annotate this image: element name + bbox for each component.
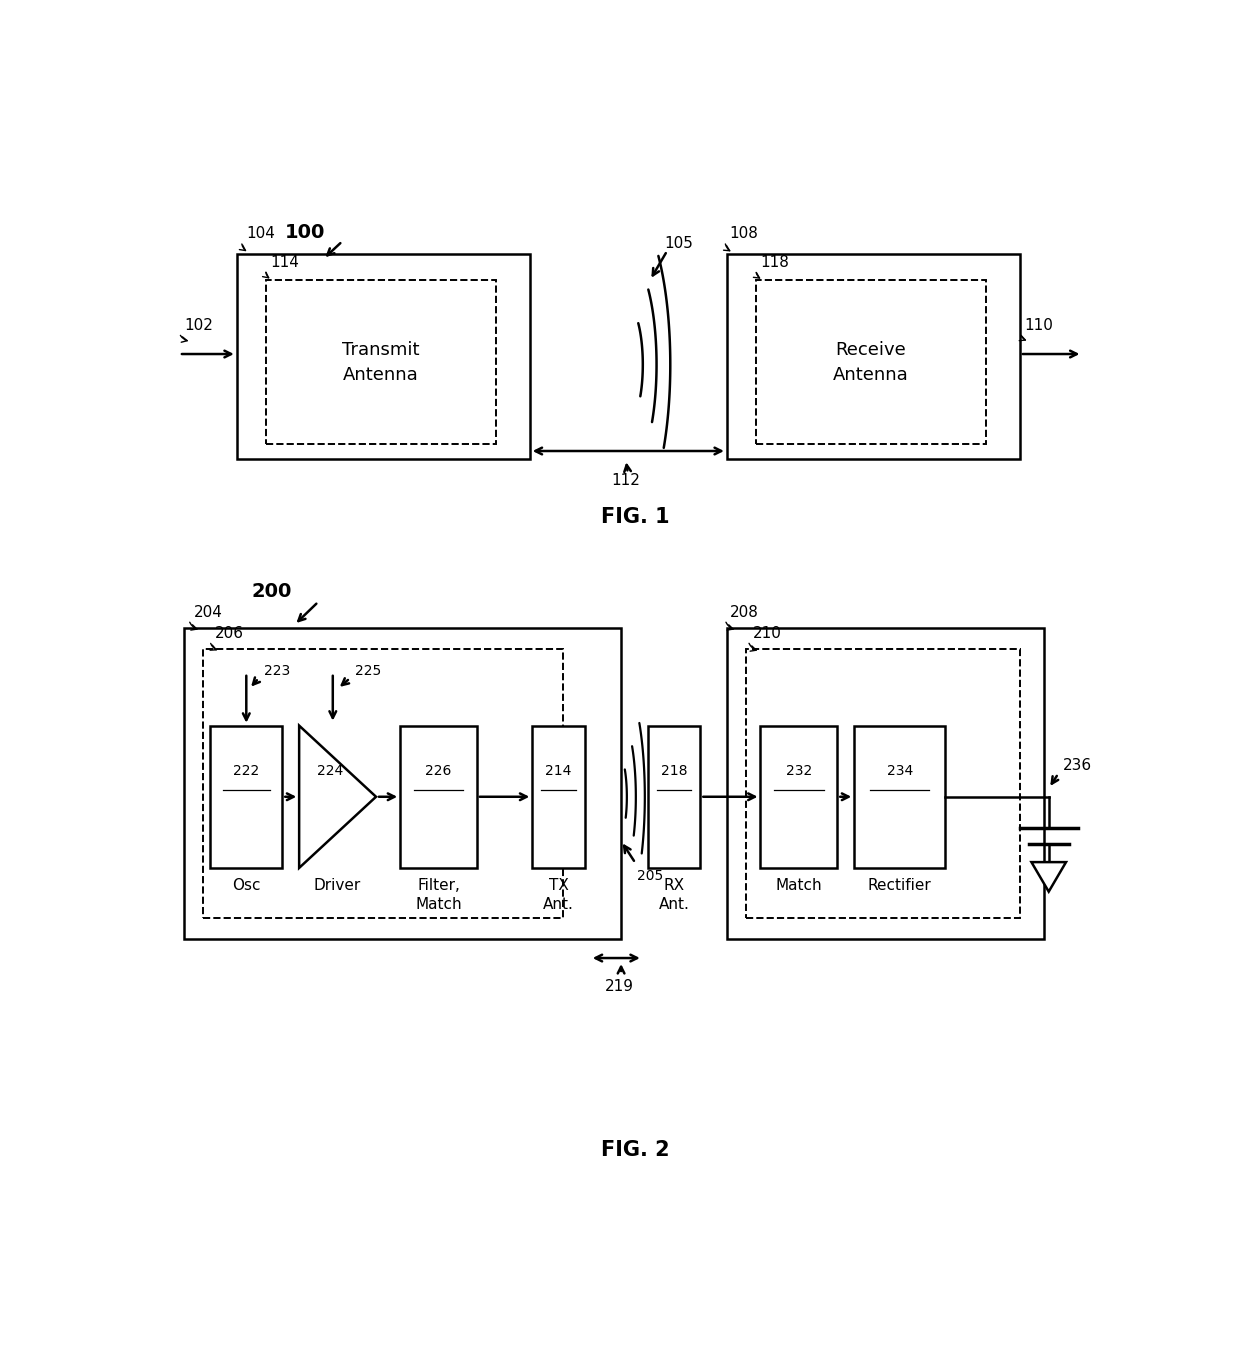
Text: Transmit
Antenna: Transmit Antenna — [342, 341, 419, 383]
Text: 108: 108 — [729, 226, 759, 241]
Text: FIG. 1: FIG. 1 — [601, 508, 670, 527]
Bar — [532, 726, 585, 868]
Bar — [755, 281, 986, 444]
Polygon shape — [1032, 862, 1066, 891]
Text: RX
Ant.: RX Ant. — [658, 879, 689, 912]
Text: 218: 218 — [661, 764, 687, 778]
Text: 208: 208 — [729, 605, 759, 620]
Text: 224: 224 — [316, 764, 343, 778]
Text: 102: 102 — [184, 318, 213, 333]
Text: 226: 226 — [425, 764, 451, 778]
Text: 204: 204 — [193, 605, 222, 620]
Bar — [211, 726, 283, 868]
Text: Osc: Osc — [232, 879, 260, 894]
Text: 104: 104 — [247, 226, 275, 241]
Bar — [401, 726, 477, 868]
Polygon shape — [299, 726, 376, 868]
Text: Match: Match — [775, 879, 822, 894]
Text: 200: 200 — [250, 582, 291, 601]
Text: 114: 114 — [270, 255, 299, 270]
Bar — [265, 281, 496, 444]
Text: 205: 205 — [637, 869, 663, 883]
Text: 112: 112 — [611, 474, 640, 487]
Text: FIG. 2: FIG. 2 — [601, 1140, 670, 1160]
Text: Filter,
Match: Filter, Match — [415, 879, 461, 912]
Bar — [727, 628, 1044, 939]
Text: Receive
Antenna: Receive Antenna — [833, 341, 909, 383]
Text: 210: 210 — [753, 626, 781, 641]
Bar — [647, 726, 701, 868]
Text: 100: 100 — [285, 223, 325, 242]
Text: 223: 223 — [264, 664, 290, 678]
Bar — [727, 253, 1019, 460]
Text: 214: 214 — [546, 764, 572, 778]
Bar — [746, 649, 1019, 919]
Bar — [854, 726, 945, 868]
Text: 236: 236 — [1063, 757, 1092, 772]
Text: 219: 219 — [605, 979, 634, 994]
Text: 118: 118 — [760, 255, 790, 270]
Text: 225: 225 — [355, 664, 381, 678]
Bar — [760, 726, 837, 868]
Text: 206: 206 — [215, 626, 243, 641]
Bar — [237, 253, 529, 460]
Text: 110: 110 — [1024, 318, 1054, 333]
Text: 232: 232 — [786, 764, 812, 778]
Text: TX
Ant.: TX Ant. — [543, 879, 574, 912]
Text: 105: 105 — [665, 235, 693, 251]
Bar — [203, 649, 563, 919]
Text: Driver: Driver — [314, 879, 361, 894]
Text: Rectifier: Rectifier — [868, 879, 931, 894]
Text: 222: 222 — [233, 764, 259, 778]
Text: 234: 234 — [887, 764, 913, 778]
Bar — [184, 628, 621, 939]
